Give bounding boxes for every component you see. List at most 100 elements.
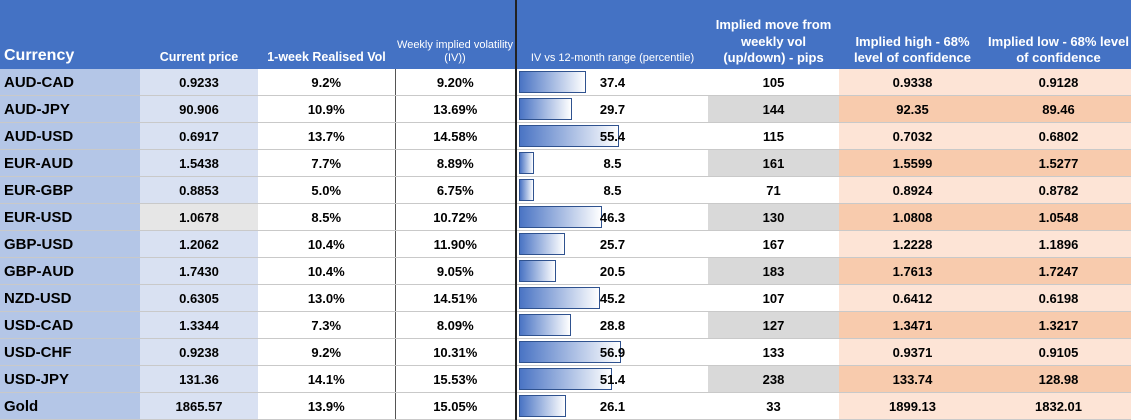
implied-low-cell: 1.0548 [986, 203, 1131, 231]
table-row: USD-CHF 0.9238 9.2% 10.31% 56.9 133 0.9371 0.91… [0, 338, 1131, 366]
implied-move-cell: 127 [708, 311, 839, 339]
realised-vol-cell: 13.7% [258, 122, 395, 150]
price-cell: 1.3344 [140, 311, 258, 339]
price-cell: 0.9233 [140, 69, 258, 96]
implied-vol-cell: 9.05% [394, 257, 517, 285]
realised-vol-cell: 10.4% [258, 257, 395, 285]
percentile-bar [519, 125, 619, 147]
implied-high-cell: 0.6412 [839, 284, 986, 312]
price-cell: 0.6305 [140, 284, 258, 312]
percentile-value: 37.4 [599, 74, 626, 90]
table-row: GBP-AUD 1.7430 10.4% 9.05% 20.5 183 1.7613 1.72… [0, 257, 1131, 285]
percentile-value: 55.4 [599, 128, 626, 144]
price-cell: 0.9238 [140, 338, 258, 366]
table-row: AUD-USD 0.6917 13.7% 14.58% 55.4 115 0.7032 0.6… [0, 122, 1131, 150]
implied-low-cell: 0.6198 [986, 284, 1131, 312]
price-cell: 1.7430 [140, 257, 258, 285]
implied-move-cell: 133 [708, 338, 839, 366]
percentile-bar [519, 152, 535, 174]
percentile-cell: 8.5 [516, 176, 708, 204]
implied-high-cell: 1.7613 [839, 257, 986, 285]
realised-vol-cell: 7.3% [258, 311, 395, 339]
percentile-bar [519, 233, 566, 255]
implied-vol-cell: 15.53% [394, 365, 517, 393]
implied-vol-cell: 10.31% [394, 338, 517, 366]
table-body: AUD-CAD 0.9233 9.2% 9.20% 37.4 105 0.9338 0.912… [0, 69, 1131, 420]
implied-move-cell: 161 [708, 149, 839, 177]
implied-low-cell: 128.98 [986, 365, 1131, 393]
implied-high-cell: 1899.13 [839, 392, 986, 420]
realised-vol-cell: 9.2% [258, 338, 395, 366]
implied-low-cell: 1832.01 [986, 392, 1131, 420]
currency-cell: NZD-USD [0, 284, 140, 312]
implied-vol-cell: 6.75% [394, 176, 517, 204]
percentile-value: 25.7 [599, 236, 626, 252]
percentile-value: 28.8 [599, 317, 626, 333]
implied-move-cell: 115 [708, 122, 839, 150]
implied-move-cell: 167 [708, 230, 839, 258]
implied-vol-cell: 8.89% [394, 149, 517, 177]
currency-cell: GBP-USD [0, 230, 140, 258]
currency-cell: EUR-GBP [0, 176, 140, 204]
percentile-value: 26.1 [599, 398, 626, 414]
realised-vol-cell: 9.2% [258, 69, 395, 96]
percentile-value: 8.5 [603, 155, 622, 171]
table-row: EUR-USD 1.0678 8.5% 10.72% 46.3 130 1.0808 1.05… [0, 203, 1131, 231]
price-cell: 1.0678 [140, 203, 258, 231]
percentile-bar [519, 287, 601, 309]
realised-vol-cell: 10.9% [258, 95, 395, 123]
percentile-value: 51.4 [599, 371, 626, 387]
percentile-cell: 28.8 [516, 311, 708, 339]
percentile-bar [519, 206, 603, 228]
implied-vol-cell: 10.72% [394, 203, 517, 231]
implied-low-cell: 1.3217 [986, 311, 1131, 339]
implied-high-cell: 1.2228 [839, 230, 986, 258]
currency-cell: AUD-CAD [0, 69, 140, 96]
implied-high-cell: 1.0808 [839, 203, 986, 231]
percentile-value: 56.9 [599, 344, 626, 360]
implied-vol-cell: 15.05% [394, 392, 517, 420]
percentile-cell: 46.3 [516, 203, 708, 231]
percentile-bar [519, 260, 556, 282]
percentile-value: 45.2 [599, 290, 626, 306]
realised-vol-cell: 5.0% [258, 176, 395, 204]
percentile-cell: 55.4 [516, 122, 708, 150]
implied-move-cell: 107 [708, 284, 839, 312]
percentile-bar [519, 395, 566, 417]
percentile-bar [519, 341, 622, 363]
implied-low-cell: 0.9128 [986, 69, 1131, 96]
implied-vol-cell: 13.69% [394, 95, 517, 123]
implied-high-cell: 0.8924 [839, 176, 986, 204]
price-cell: 1865.57 [140, 392, 258, 420]
percentile-bar [519, 179, 535, 201]
implied-high-cell: 1.5599 [839, 149, 986, 177]
percentile-bar [519, 98, 573, 120]
currency-cell: AUD-USD [0, 122, 140, 150]
implied-move-cell: 130 [708, 203, 839, 231]
realised-vol-cell: 13.0% [258, 284, 395, 312]
table-row: EUR-AUD 1.5438 7.7% 8.89% 8.5 161 1.5599 1.5277 [0, 149, 1131, 177]
header-currency: Currency [0, 0, 140, 69]
header-realised-vol: 1-week Realised Vol [258, 0, 395, 69]
implied-move-cell: 33 [708, 392, 839, 420]
percentile-bar [519, 368, 612, 390]
header-implied-vol: Weekly implied volatility (IV)) [395, 0, 517, 69]
currency-cell: EUR-AUD [0, 149, 140, 177]
table-row: NZD-USD 0.6305 13.0% 14.51% 45.2 107 0.6412 0.6… [0, 284, 1131, 312]
currency-cell: Gold [0, 392, 140, 420]
price-cell: 0.6917 [140, 122, 258, 150]
percentile-cell: 8.5 [516, 149, 708, 177]
implied-high-cell: 0.7032 [839, 122, 986, 150]
implied-low-cell: 1.1896 [986, 230, 1131, 258]
implied-move-cell: 105 [708, 69, 839, 96]
percentile-value: 20.5 [599, 263, 626, 279]
percentile-cell: 25.7 [516, 230, 708, 258]
table-row: EUR-GBP 0.8853 5.0% 6.75% 8.5 71 0.8924 0.8782 [0, 176, 1131, 204]
realised-vol-cell: 13.9% [258, 392, 395, 420]
header-row: Currency Current price 1-week Realised V… [0, 0, 1131, 69]
implied-move-cell: 183 [708, 257, 839, 285]
table-row: GBP-USD 1.2062 10.4% 11.90% 25.7 167 1.2228 1.1… [0, 230, 1131, 258]
price-cell: 131.36 [140, 365, 258, 393]
